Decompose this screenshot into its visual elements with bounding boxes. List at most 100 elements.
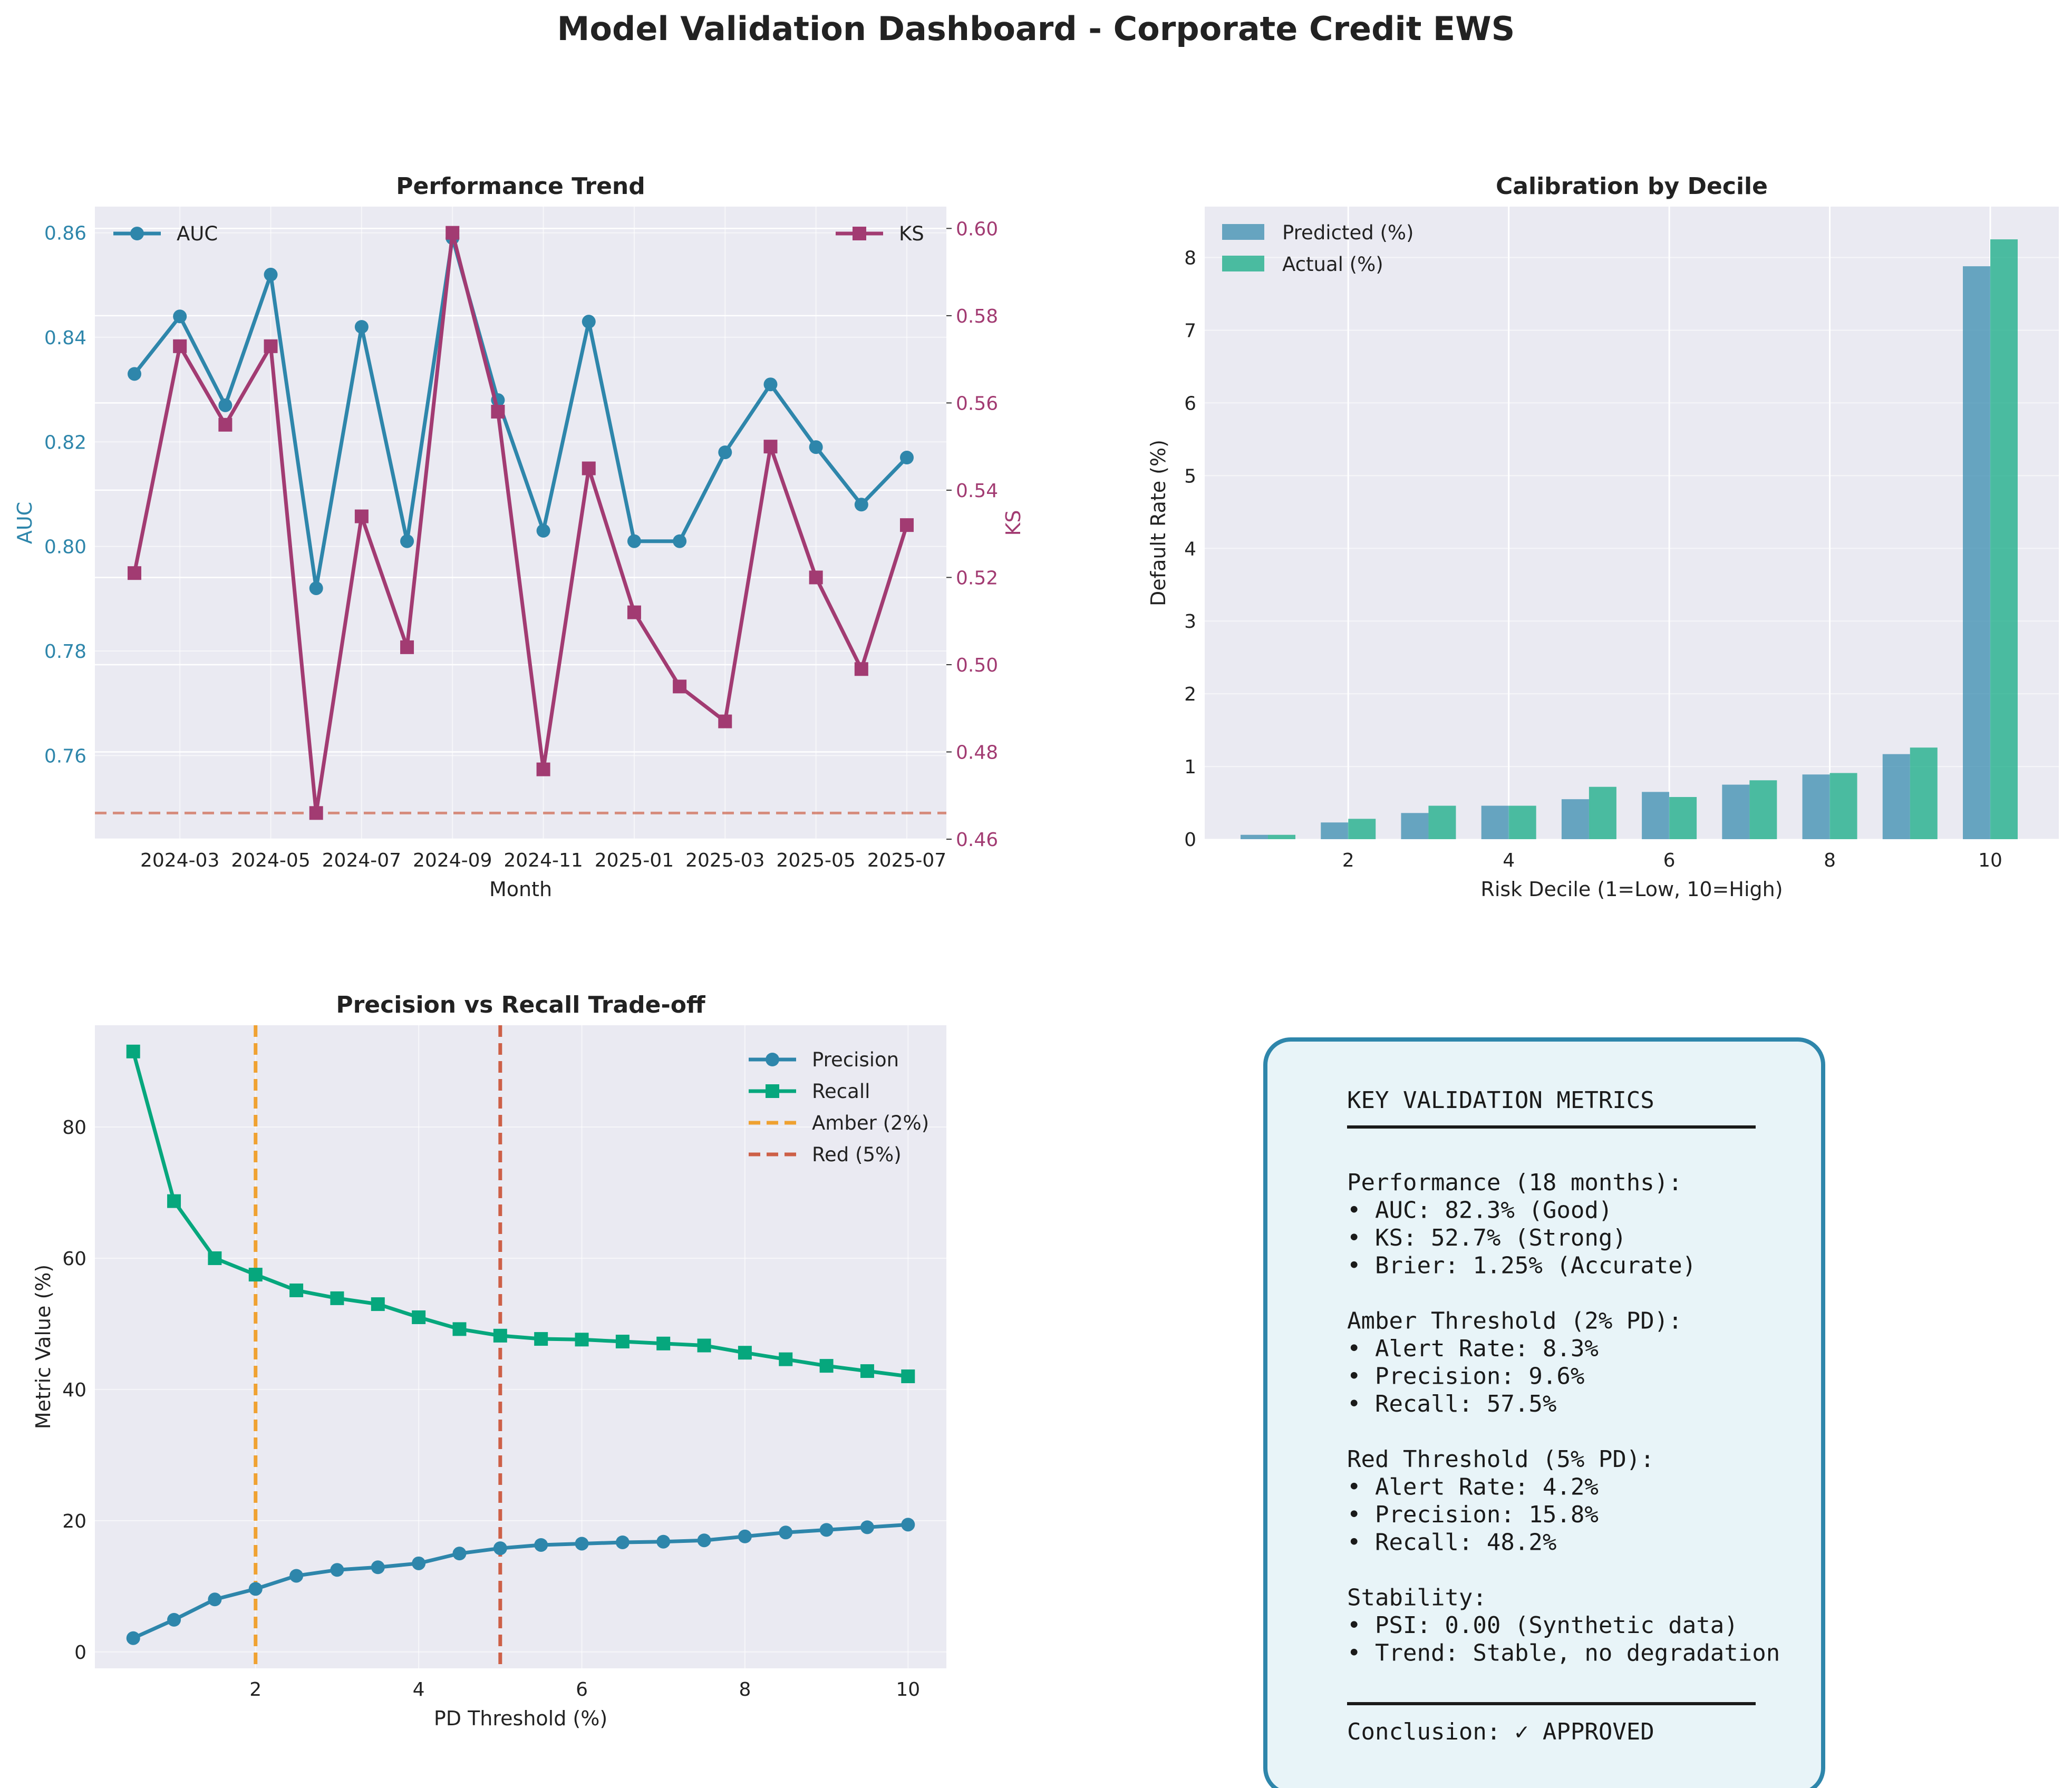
actual-bar [1589,786,1616,839]
y2-tick-label: 0.46 [956,829,998,851]
precision-point [697,1533,711,1548]
x-tick-label: 2024-07 [322,850,401,871]
actual-bar [1348,819,1376,839]
recall-point [412,1310,426,1324]
recall-point [534,1332,548,1346]
y-tick-label: 2 [1184,684,1196,705]
recall-point [779,1352,793,1366]
precision-point [452,1547,467,1561]
auc-point [536,523,550,538]
precision-point [493,1541,507,1556]
x-tick-label: 6 [1663,850,1676,871]
precision-point [330,1563,344,1577]
y-tick-label: 1 [1184,756,1196,778]
legend-precision-label: Precision [812,1048,899,1071]
actual-bar [1268,834,1295,839]
legend-ks-marker [853,227,866,240]
auc-point [218,398,233,412]
y-tick-label: 0 [74,1642,86,1664]
metrics-line: • KS: 52.7% (Strong) [1347,1225,1626,1251]
x-tick-label: 2024-05 [231,850,310,871]
precision-point [412,1556,426,1570]
ks-point [354,509,369,523]
y-tick-label: 7 [1184,320,1196,342]
precision-point [738,1529,752,1543]
precision-point [656,1534,671,1549]
ks-point [627,605,641,619]
precision-point [575,1537,589,1551]
legend-predicted-swatch [1222,224,1264,240]
x-tick-label: 4 [1503,850,1515,871]
x-tick-label: 2025-07 [867,850,946,871]
y-tick-label: 0.86 [44,223,86,245]
ks-point [400,640,414,654]
metrics-line: Stability: [1347,1585,1487,1611]
y-tick-label: 40 [62,1379,86,1401]
recall-point [452,1322,467,1336]
chart-title: Calibration by Decile [1496,173,1768,200]
x-axis-label: Month [489,878,552,901]
chart-title: Precision vs Recall Trade-off [336,992,706,1018]
auc-point [128,367,141,381]
metrics-line: • Recall: 48.2% [1347,1529,1556,1556]
x-tick-label: 2024-11 [504,850,583,871]
x-tick-label: 2024-09 [413,850,492,871]
ks-point [128,566,141,580]
precision-point [779,1525,793,1540]
recall-point [167,1194,181,1208]
precision-point [534,1538,548,1552]
y-tick-label: 0.82 [44,432,86,453]
predicted-bar [1321,822,1349,839]
ks-point [900,518,914,532]
precision-point [167,1612,181,1627]
metrics-line: Amber Threshold (2% PD): [1347,1308,1682,1335]
auc-point [900,451,914,465]
auc-point [309,581,323,595]
metrics-conclusion: Conclusion: ✓ APPROVED [1347,1718,1654,1745]
metrics-line: • Precision: 15.8% [1347,1501,1599,1528]
predicted-bar [1882,754,1910,839]
actual-bar [1669,797,1697,839]
recall-point [656,1336,671,1350]
auc-point [718,445,732,460]
auc-point [354,320,369,334]
x-tick-label: 10 [896,1679,920,1700]
ks-point [854,662,868,676]
metrics-line: • Brier: 1.25% (Accurate) [1347,1252,1696,1279]
y2-tick-label: 0.56 [956,393,998,414]
y-axis-label: AUC [13,502,36,544]
y-axis-label: Metric Value (%) [32,1265,55,1429]
auc-point [854,498,868,512]
precision-point [615,1535,630,1549]
legend-actual-swatch [1222,256,1264,271]
predicted-bar [1561,799,1589,839]
metrics-box-frame [1263,1037,1825,1788]
recall-point [289,1283,304,1297]
y2-axis-label: KS [1002,510,1025,536]
ks-point [809,570,823,585]
recall-point [126,1044,140,1058]
ks-point [718,714,732,728]
x-tick-label: 6 [576,1679,588,1700]
auc-point [264,267,278,281]
y-tick-label: 4 [1184,538,1196,560]
legend-auc-marker [130,227,144,240]
precision-point [208,1592,222,1607]
metrics-line: • PSI: 0.00 (Synthetic data) [1347,1612,1738,1639]
metrics-line: • Alert Rate: 8.3% [1347,1335,1599,1362]
predicted-bar [1963,266,1990,839]
x-tick-label: 2025-01 [595,850,674,871]
actual-bar [1829,773,1857,839]
y2-tick-label: 0.52 [956,567,998,589]
y2-tick-label: 0.50 [956,655,998,676]
ks-point [264,339,278,353]
actual-bar [1749,780,1777,839]
y-tick-label: 0.80 [44,537,86,558]
metrics-line: Red Threshold (5% PD): [1347,1446,1654,1473]
y-tick-label: 0.84 [44,327,86,349]
plot-area [1205,207,2059,839]
x-tick-label: 8 [1824,850,1836,871]
predicted-bar [1481,805,1509,839]
metrics-line: • Precision: 9.6% [1347,1363,1584,1390]
predicted-bar [1722,784,1750,839]
